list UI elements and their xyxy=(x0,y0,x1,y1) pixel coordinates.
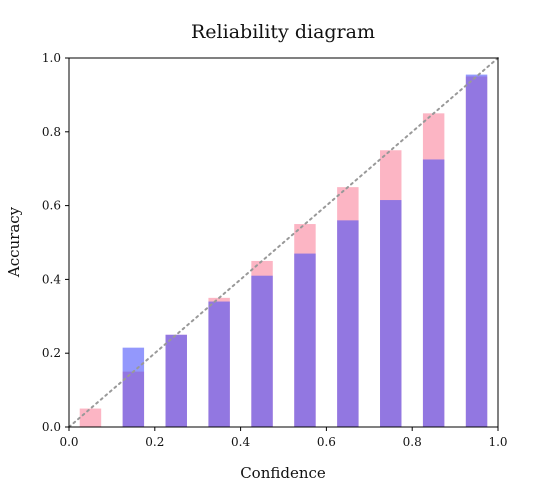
plot-area: 0.0 0.2 0.4 0.6 0.8 1.0 0.0 0.2 0.4 0.6 0.8 1.0 xyxy=(42,51,508,449)
bar-series-1-bin-1 xyxy=(79,408,102,427)
x-tick-label-3: 0.6 xyxy=(317,435,336,449)
x-tick-label-5: 1.0 xyxy=(488,435,507,449)
y-tick-label-4: 0.8 xyxy=(42,125,61,139)
x-axis-label: Confidence xyxy=(240,464,326,480)
x-tick-label-2: 0.4 xyxy=(231,435,250,449)
bar-series-2-bin-2 xyxy=(122,347,145,427)
y-tick-label-5: 1.0 xyxy=(42,51,61,65)
chart-title: Reliability diagram xyxy=(191,21,375,43)
bar-series-2-bin-6 xyxy=(294,253,316,427)
bar-series-2-bin-7 xyxy=(337,220,359,427)
x-tick-label-0: 0.0 xyxy=(59,435,78,449)
bar-series-2-bin-3 xyxy=(165,334,187,427)
plot-frame xyxy=(68,57,499,428)
bar-series-2-bin-10 xyxy=(465,74,488,427)
bar-series-2-bin-9 xyxy=(422,159,445,427)
y-axis-label: Accuracy xyxy=(5,206,23,278)
y-tick-label-3: 0.6 xyxy=(42,199,61,213)
x-tick-label-4: 0.8 xyxy=(403,435,422,449)
bar-series-2-bin-4 xyxy=(208,301,230,427)
bar-series-2-bin-5 xyxy=(251,275,273,427)
x-tick-label-1: 0.2 xyxy=(145,435,164,449)
bar-series-2-bin-8 xyxy=(380,200,402,427)
y-tick-label-0: 0.0 xyxy=(42,420,61,434)
y-tick-label-1: 0.2 xyxy=(42,346,61,360)
y-tick-label-2: 0.4 xyxy=(42,272,61,286)
perfect-calibration-line xyxy=(68,57,499,428)
